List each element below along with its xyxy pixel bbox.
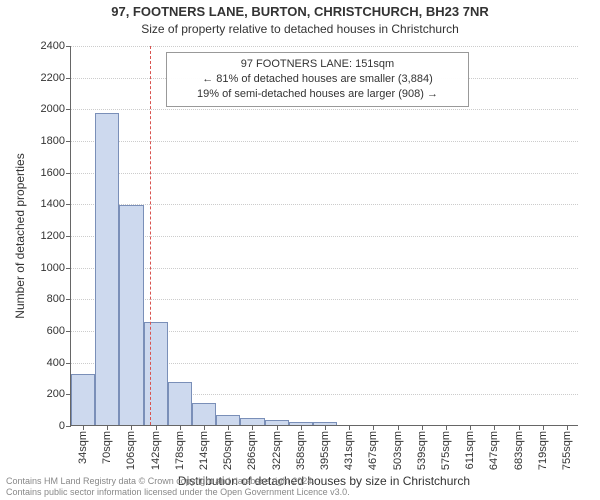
x-tick-mark <box>131 425 132 430</box>
y-tick-label: 2000 <box>41 103 65 115</box>
chart-title: 97, FOOTNERS LANE, BURTON, CHRISTCHURCH,… <box>0 4 600 19</box>
grid-line <box>71 204 578 205</box>
annotation-line-3: 19% of semi-detached houses are larger (… <box>175 87 460 102</box>
x-tick-mark <box>83 425 84 430</box>
x-tick-label: 142sqm <box>150 431 162 470</box>
y-tick-mark <box>66 268 71 269</box>
grid-line <box>71 46 578 47</box>
x-tick-label: 683sqm <box>513 431 525 470</box>
x-tick-label: 34sqm <box>77 431 89 464</box>
x-tick-label: 214sqm <box>198 431 210 470</box>
histogram-bar <box>95 113 119 425</box>
footer-line-2: Contains public sector information licen… <box>6 487 350 498</box>
y-tick-mark <box>66 141 71 142</box>
x-tick-mark <box>252 425 253 430</box>
x-tick-mark <box>228 425 229 430</box>
x-tick-label: 431sqm <box>343 431 355 470</box>
x-tick-mark <box>156 425 157 430</box>
x-tick-label: 250sqm <box>222 431 234 470</box>
x-tick-label: 719sqm <box>537 431 549 470</box>
y-tick-label: 1200 <box>41 230 65 242</box>
x-tick-mark <box>349 425 350 430</box>
y-tick-label: 1600 <box>41 167 65 179</box>
x-tick-mark <box>204 425 205 430</box>
annotation-line-1: 97 FOOTNERS LANE: 151sqm <box>175 57 460 72</box>
chart-container: { "title_line1": "97, FOOTNERS LANE, BUR… <box>0 0 600 500</box>
y-tick-mark <box>66 331 71 332</box>
x-tick-mark <box>107 425 108 430</box>
grid-line <box>71 236 578 237</box>
y-tick-label: 600 <box>47 325 65 337</box>
x-tick-label: 539sqm <box>416 431 428 470</box>
histogram-bar <box>240 418 264 425</box>
y-tick-label: 1800 <box>41 135 65 147</box>
x-tick-mark <box>180 425 181 430</box>
y-tick-label: 2400 <box>41 40 65 52</box>
grid-line <box>71 109 578 110</box>
y-tick-mark <box>66 173 71 174</box>
y-tick-mark <box>66 363 71 364</box>
x-tick-label: 286sqm <box>246 431 258 470</box>
y-axis-label: Number of detached properties <box>13 153 27 318</box>
x-tick-mark <box>301 425 302 430</box>
footer-attribution: Contains HM Land Registry data © Crown c… <box>6 476 350 499</box>
histogram-bar <box>168 382 192 425</box>
x-tick-mark <box>567 425 568 430</box>
x-tick-label: 611sqm <box>464 431 476 469</box>
plot-area: 0200400600800100012001400160018002000220… <box>70 46 578 426</box>
y-tick-mark <box>66 109 71 110</box>
y-tick-label: 2200 <box>41 72 65 84</box>
histogram-bar <box>216 415 240 425</box>
annotation-line-2: ← 81% of detached houses are smaller (3,… <box>175 72 460 87</box>
x-tick-label: 503sqm <box>392 431 404 470</box>
x-tick-mark <box>325 425 326 430</box>
x-tick-label: 106sqm <box>125 431 137 470</box>
grid-line <box>71 141 578 142</box>
x-tick-label: 575sqm <box>440 431 452 470</box>
reference-line <box>150 46 151 425</box>
x-tick-mark <box>422 425 423 430</box>
x-tick-mark <box>470 425 471 430</box>
grid-line <box>71 173 578 174</box>
histogram-bar <box>144 322 168 425</box>
histogram-bar <box>119 205 143 425</box>
y-tick-label: 1000 <box>41 262 65 274</box>
x-tick-label: 647sqm <box>488 431 500 470</box>
y-tick-mark <box>66 46 71 47</box>
footer-line-1: Contains HM Land Registry data © Crown c… <box>6 476 350 487</box>
x-tick-mark <box>519 425 520 430</box>
x-tick-mark <box>543 425 544 430</box>
x-tick-mark <box>277 425 278 430</box>
x-tick-mark <box>398 425 399 430</box>
x-tick-label: 178sqm <box>174 431 186 470</box>
y-tick-label: 200 <box>47 388 65 400</box>
histogram-bar <box>71 374 95 425</box>
y-tick-label: 800 <box>47 293 65 305</box>
annotation-box: 97 FOOTNERS LANE: 151sqm ← 81% of detach… <box>166 52 469 107</box>
grid-line <box>71 268 578 269</box>
chart-subtitle: Size of property relative to detached ho… <box>0 22 600 36</box>
y-tick-mark <box>66 299 71 300</box>
y-tick-mark <box>66 78 71 79</box>
x-tick-label: 755sqm <box>561 431 573 470</box>
x-tick-mark <box>446 425 447 430</box>
y-tick-mark <box>66 426 71 427</box>
x-tick-label: 395sqm <box>319 431 331 470</box>
grid-line <box>71 299 578 300</box>
x-tick-mark <box>373 425 374 430</box>
y-tick-mark <box>66 204 71 205</box>
y-tick-label: 400 <box>47 357 65 369</box>
histogram-bar <box>192 403 216 425</box>
y-tick-label: 1400 <box>41 198 65 210</box>
x-tick-label: 70sqm <box>101 431 113 464</box>
y-tick-label: 0 <box>59 420 65 432</box>
x-tick-mark <box>494 425 495 430</box>
x-tick-label: 467sqm <box>367 431 379 470</box>
y-tick-mark <box>66 236 71 237</box>
x-tick-label: 358sqm <box>295 431 307 470</box>
x-tick-label: 322sqm <box>271 431 283 470</box>
